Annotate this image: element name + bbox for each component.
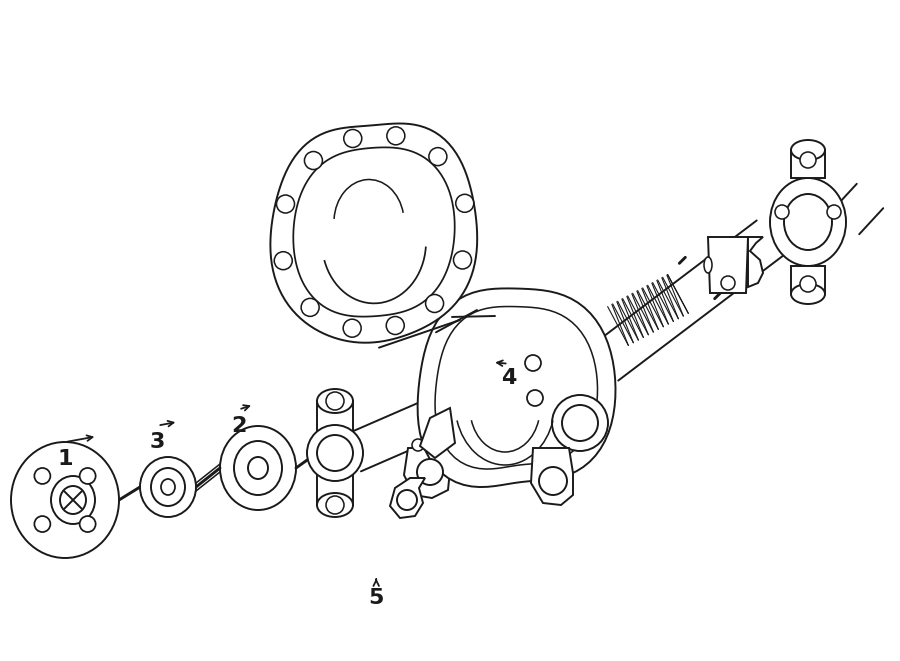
Text: 5: 5 [368,588,384,608]
Ellipse shape [248,457,268,479]
Polygon shape [708,237,748,293]
Circle shape [317,435,353,471]
Polygon shape [748,237,763,287]
Circle shape [525,355,541,371]
Polygon shape [420,408,455,458]
Polygon shape [418,288,616,487]
Circle shape [800,152,816,168]
Circle shape [304,151,322,169]
Text: 2: 2 [230,416,247,436]
Circle shape [426,295,444,313]
Circle shape [326,496,344,514]
Polygon shape [390,478,425,518]
Text: 1: 1 [57,449,73,469]
Ellipse shape [11,442,119,558]
Ellipse shape [51,476,95,524]
Circle shape [326,392,344,410]
Circle shape [412,439,424,451]
Ellipse shape [140,457,196,517]
Ellipse shape [60,486,86,514]
Circle shape [721,276,735,290]
Polygon shape [317,401,353,505]
Circle shape [79,468,95,484]
Circle shape [454,251,472,269]
Circle shape [34,516,50,532]
Circle shape [417,459,443,485]
Circle shape [79,516,95,532]
Ellipse shape [770,178,846,266]
Ellipse shape [791,140,825,160]
Text: 4: 4 [500,368,517,388]
Circle shape [775,205,789,219]
Ellipse shape [234,441,282,495]
Circle shape [307,425,363,481]
Polygon shape [404,448,450,498]
Circle shape [274,252,292,270]
Ellipse shape [791,284,825,304]
Circle shape [539,467,567,495]
Ellipse shape [151,468,185,506]
Circle shape [527,390,543,406]
Ellipse shape [220,426,296,510]
Polygon shape [531,448,573,505]
Text: 3: 3 [149,432,166,451]
Circle shape [429,147,447,166]
Circle shape [562,405,598,441]
Polygon shape [791,266,825,294]
Circle shape [386,317,404,334]
Circle shape [800,276,816,292]
Circle shape [302,298,319,317]
Ellipse shape [704,257,712,273]
Circle shape [276,195,294,213]
Circle shape [552,395,608,451]
Circle shape [34,468,50,484]
Circle shape [344,130,362,147]
Circle shape [397,490,417,510]
Circle shape [455,194,473,212]
Polygon shape [791,150,825,178]
Circle shape [343,319,361,337]
Ellipse shape [317,493,353,517]
Ellipse shape [784,194,832,250]
Circle shape [387,127,405,145]
Polygon shape [270,124,477,342]
Ellipse shape [317,389,353,413]
Circle shape [827,205,841,219]
Ellipse shape [161,479,175,495]
